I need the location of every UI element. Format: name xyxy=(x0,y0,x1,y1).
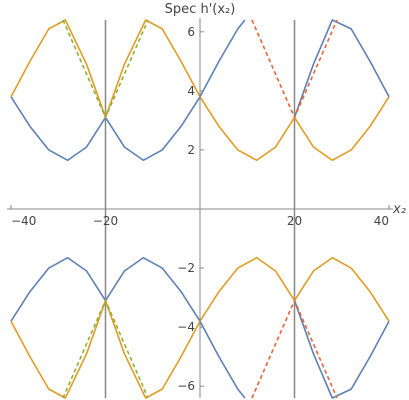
x-tick-label-3: 20 xyxy=(287,214,302,228)
y-tick-label-1: −4 xyxy=(177,320,195,334)
x-tick-label-0: −40 xyxy=(11,214,36,228)
series-line-5 xyxy=(10,256,246,399)
y-tick-label-0: −6 xyxy=(177,379,195,393)
series-line-0 xyxy=(10,19,246,162)
y-tick-label-2: −2 xyxy=(177,261,195,275)
x-axis-title: x₂ xyxy=(392,202,406,217)
series-line-4 xyxy=(251,19,338,119)
series-line-2 xyxy=(293,19,390,118)
x-tick-label-4: 40 xyxy=(374,214,389,228)
y-axis-title: Spec h'(x₂) xyxy=(165,2,236,17)
series-line-7 xyxy=(293,300,390,399)
series-line-8 xyxy=(62,299,149,399)
y-tick-label-4: 4 xyxy=(187,84,195,98)
y-tick-label-3: 2 xyxy=(187,143,195,157)
series-line-9 xyxy=(251,299,338,399)
series-line-3 xyxy=(62,19,149,119)
x-tick-label-1: −20 xyxy=(93,214,118,228)
y-tick-label-5: 6 xyxy=(187,25,195,39)
ticks-layer: −40 −20 20 40 −6 −4 −2 2 4 6 xyxy=(10,25,390,393)
